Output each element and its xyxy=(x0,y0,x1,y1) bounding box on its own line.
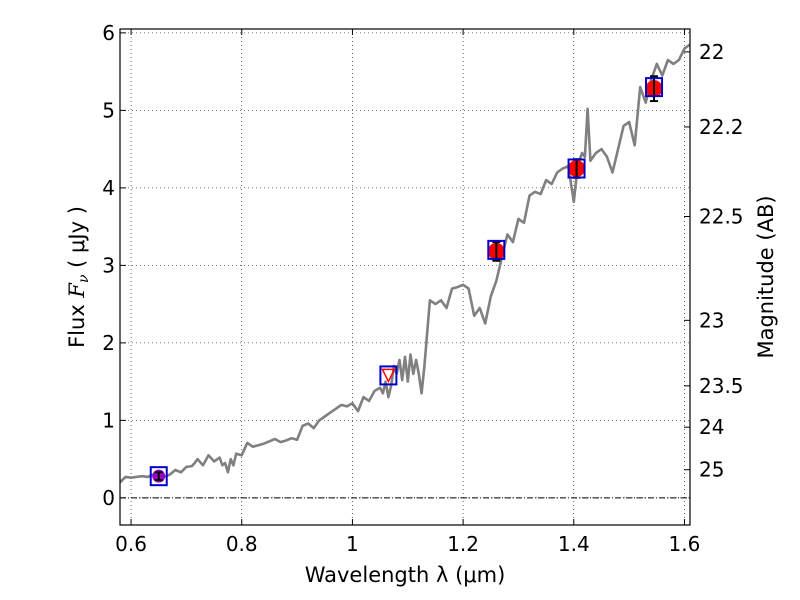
y2-tick-label: 22.2 xyxy=(699,115,744,139)
y-tick-label: 5 xyxy=(102,98,115,122)
y2-tick-label: 23 xyxy=(699,308,724,332)
y2-tick-label: 22 xyxy=(699,40,724,64)
x-axis-label: Wavelength λ (μm) xyxy=(305,563,506,587)
y2-tick-label: 25 xyxy=(699,458,724,482)
model-box-marker xyxy=(645,77,664,98)
y-axis-label-unit: ( μJy ) xyxy=(65,206,89,274)
x-tick-label: 1.4 xyxy=(558,532,590,556)
x-tick-label: 0.8 xyxy=(226,532,258,556)
y-tick-label: 2 xyxy=(102,331,115,355)
upper-limit-marker xyxy=(381,368,396,384)
y-tick-label: 3 xyxy=(102,253,115,277)
y-axis-label-subscript: ν xyxy=(76,274,92,283)
y-axis-label: Flux Fν ( μJy ) xyxy=(65,206,92,348)
ticks-layer: 0.6 0.8 1 1.2 1.4 1.601234562222.222.52323.52… xyxy=(102,21,743,556)
x-tick-label: 1.2 xyxy=(447,532,479,556)
spectrum-line xyxy=(120,43,690,484)
y-axis-label-prefix: Flux xyxy=(65,298,89,348)
y2-tick-label: 24 xyxy=(699,415,724,439)
grid-layer xyxy=(120,29,690,525)
y-tick-label: 0 xyxy=(102,486,115,510)
y2-tick-label: 23.5 xyxy=(699,374,744,398)
y-tick-label: 1 xyxy=(102,408,115,432)
y2-tick-label: 22.5 xyxy=(699,204,744,228)
y2-axis-label: Magnitude (AB) xyxy=(754,195,778,358)
observed-point xyxy=(645,75,663,103)
model-box-marker xyxy=(149,466,168,487)
spectrum-layer xyxy=(120,43,690,484)
x-tick-label: 1 xyxy=(346,532,359,556)
model-box-marker xyxy=(567,158,586,179)
y-axis-label-symbol: F xyxy=(65,282,89,299)
x-tick-label: 1.6 xyxy=(669,532,701,556)
y-tick-label: 6 xyxy=(102,21,115,45)
model-box-marker xyxy=(379,365,398,386)
plot-frame xyxy=(119,28,691,526)
observed-point xyxy=(152,469,166,483)
y-tick-label: 4 xyxy=(102,176,115,200)
model-box-marker xyxy=(487,239,506,260)
points-layer xyxy=(149,75,664,487)
x-tick-label: 0.6 xyxy=(115,532,147,556)
